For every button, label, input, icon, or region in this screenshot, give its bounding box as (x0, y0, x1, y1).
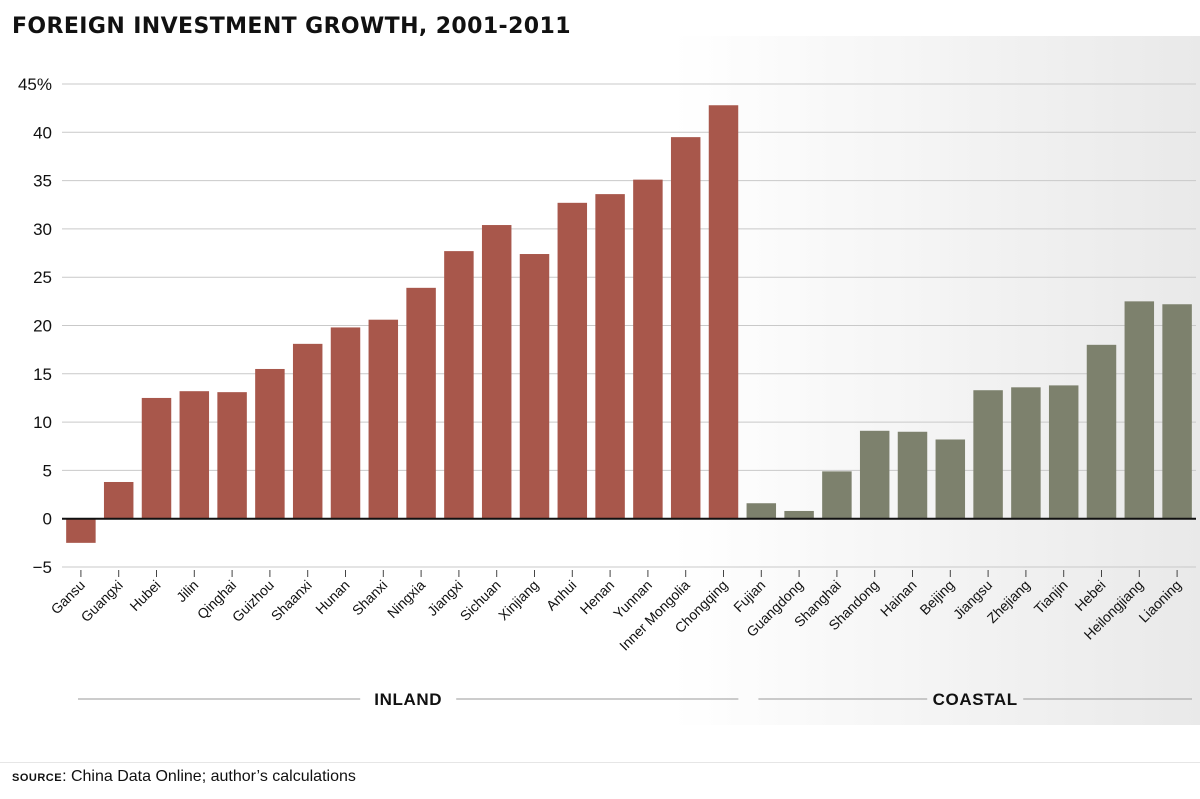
bar-heilongjiang (1124, 301, 1155, 519)
y-tick-label: 40 (33, 123, 52, 142)
group-label-coastal: COASTAL (933, 690, 1018, 709)
bar-gansu (66, 518, 96, 543)
bar-ningxia (406, 287, 436, 519)
bar-henan (595, 194, 625, 519)
footer-divider (0, 762, 1200, 763)
x-tick-label: Shaanxi (268, 577, 315, 624)
x-tick-label: Tianjin (1031, 577, 1071, 617)
y-tick-label: −5 (33, 558, 52, 577)
bar-guangdong (784, 510, 814, 519)
y-tick-label: 35 (33, 172, 52, 191)
x-tick-label: Shanxi (349, 577, 391, 619)
x-tick-label: Liaoning (1135, 577, 1184, 626)
source-text: : China Data Online; author’s calculatio… (62, 768, 356, 785)
bar-liaoning (1162, 304, 1192, 519)
bar-jiangxi (444, 251, 474, 519)
bar-shandong (859, 430, 890, 519)
y-tick-label: 30 (33, 220, 52, 239)
y-tick-label: 15 (33, 365, 52, 384)
bar-chongqing (708, 105, 739, 519)
bar-xinjiang (519, 254, 550, 519)
bar-guizhou (255, 368, 285, 519)
y-tick-label: 0 (43, 510, 52, 529)
bar-sichuan (481, 225, 512, 519)
group-labels: INLAND COASTAL (78, 690, 1192, 709)
x-tick-label: Hunan (312, 577, 352, 617)
bar-tianjin (1048, 385, 1079, 519)
chart-area: 45% 40 35 30 25 20 15 10 5 0 −5 Gansu Guangxi Hubei J… (0, 36, 1200, 725)
bar-guangxi (103, 481, 134, 519)
bar-inner-mongolia (670, 137, 701, 519)
bar-hunan (330, 327, 361, 519)
y-tick-label: 10 (33, 413, 52, 432)
x-tick-label: Guangxi (78, 577, 126, 625)
x-tick-label: Hainan (877, 577, 920, 620)
y-axis-ticks: 45% 40 35 30 25 20 15 10 5 0 −5 (18, 75, 52, 577)
gridlines (62, 83, 1196, 568)
bar-beijing (935, 439, 966, 519)
bar-fujian (746, 503, 777, 519)
bar-shanghai (822, 471, 852, 519)
bar-anhui (557, 202, 588, 519)
x-tick-label: Jilin (173, 577, 201, 605)
x-tick-label: Ningxia (384, 577, 428, 621)
source-note: source: China Data Online; author’s calc… (12, 768, 356, 786)
y-tick-label: 20 (33, 317, 52, 336)
bar-hainan (897, 431, 928, 519)
x-tick-label: Sichuan (457, 577, 504, 624)
x-tick-label: Hubei (126, 577, 163, 614)
bar-yunnan (633, 179, 663, 519)
bar-jiangsu (973, 390, 1003, 519)
bar-hubei (141, 397, 172, 519)
bar-shaanxi (292, 343, 323, 519)
bar-jilin (179, 391, 210, 519)
y-tick-label: 45% (18, 75, 52, 94)
y-tick-label: 25 (33, 268, 52, 287)
x-tick-label: Xinjiang (495, 577, 542, 624)
bar-hebei (1086, 344, 1117, 519)
x-tick-label: Anhui (543, 577, 580, 614)
x-axis (62, 517, 1196, 577)
bar-qinghai (217, 392, 247, 519)
bar-zhejiang (1011, 387, 1041, 519)
y-tick-label: 5 (43, 461, 52, 480)
group-label-inland: INLAND (374, 690, 442, 709)
bars (66, 105, 1192, 543)
source-label: source (12, 768, 63, 785)
chart-title: FOREIGN INVESTMENT GROWTH, 2001-2011 (12, 14, 571, 39)
x-tick-label: Guizhou (229, 577, 277, 625)
bar-shanxi (368, 319, 399, 519)
